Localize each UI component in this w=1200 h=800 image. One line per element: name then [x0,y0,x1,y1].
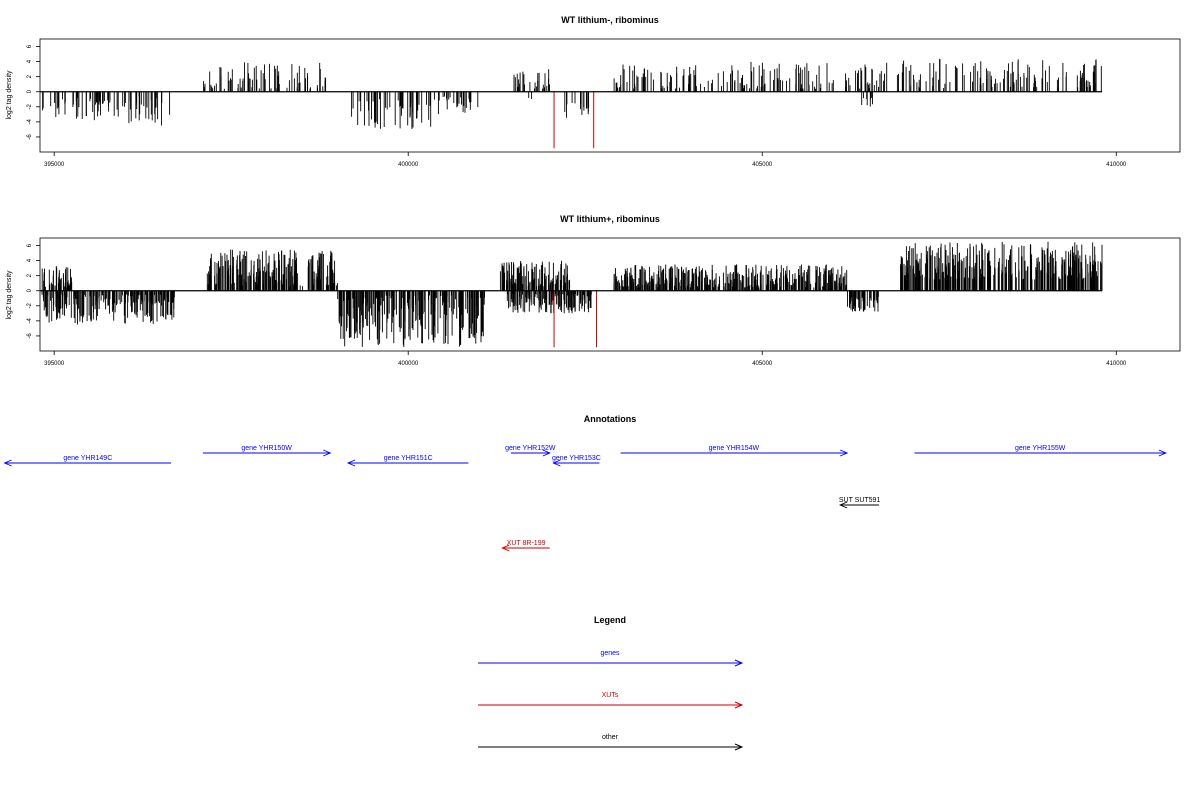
feature-label: gene YHR150W [241,445,292,452]
y-tick-label: -2 [27,302,33,308]
feature-arrowhead [346,459,356,467]
panel-lithium-minus: WT lithium-, ribominus log2 tag density … [6,15,1181,168]
legend: Legend genes XUTs other [478,615,744,751]
legend-label-other: other [602,734,619,741]
y-tick-label: 2 [27,74,33,78]
feature-arrowhead [501,544,510,552]
legend-arrowhead-genes [734,659,744,667]
panel2-xaxis: 395000 400000 405000 410000 [44,351,1127,367]
panel1-yaxis: -6 -4 -2 0 2 4 6 [27,44,40,140]
y-tick-label: 4 [27,59,33,63]
y-tick-label: 2 [27,273,33,277]
x-tick-label: 395000 [44,162,65,168]
y-tick-label: 6 [27,243,33,247]
y-tick-label: 0 [27,288,33,292]
annotation-feature: gene YHR151C [346,455,469,467]
annotation-feature: gene YHR153C [552,455,601,467]
panel2-ylabel: log2 tag density [6,270,13,320]
panel2-bars [41,241,1103,348]
x-tick-label: 410000 [1106,361,1127,367]
x-tick-label: 405000 [752,162,773,168]
legend-label-xuts: XUTs [602,692,619,699]
panel2-yaxis: -6 -4 -2 0 2 4 6 [27,243,40,339]
annotation-feature: gene YHR155W [914,445,1167,457]
feature-arrowhead [542,449,551,457]
legend-arrowhead-other [734,743,744,751]
annotation-feature: XUT 8R-199 [501,540,550,552]
panel2-title: WT lithium+, ribominus [560,214,660,224]
legend-label-genes: genes [600,650,620,657]
x-tick-label: 400000 [398,162,419,168]
annotation-feature: SUT SUT591 [838,497,881,509]
y-tick-label: -2 [27,103,33,109]
x-tick-label: 410000 [1106,162,1127,168]
y-tick-label: -6 [27,134,33,140]
x-tick-label: 405000 [752,361,773,367]
annotation-features: gene YHR149C gene YHR150W gene YHR151C gene… [3,445,1167,552]
feature-arrowhead [3,459,12,467]
feature-label: gene YHR149C [63,455,112,462]
feature-arrowhead [323,449,332,457]
panel1-title: WT lithium-, ribominus [561,15,659,25]
y-tick-label: -4 [27,119,33,125]
feature-arrowhead [1158,449,1167,457]
annotation-feature: gene YHR150W [202,445,332,457]
feature-label: SUT SUT591 [839,497,881,504]
x-tick-label: 400000 [398,361,419,367]
legend-arrowhead-xuts [734,701,744,709]
feature-label: gene YHR151C [384,455,433,462]
feature-label: gene YHR155W [1015,445,1066,452]
panel1-ylabel: log2 tag density [6,70,13,120]
panel2-frame [39,237,1181,352]
feature-arrowhead [840,449,849,457]
annotations-title: Annotations [584,414,637,424]
y-tick-label: 6 [27,44,33,48]
feature-arrowhead [552,459,561,467]
x-tick-label: 395000 [44,361,65,367]
panel1-xaxis: 395000 400000 405000 410000 [44,152,1127,168]
feature-label: gene YHR153C [552,455,601,462]
feature-label: gene YHR152W [505,445,556,452]
feature-arrowhead [838,501,848,509]
panel-lithium-plus: WT lithium+, ribominus log2 tag density … [6,214,1181,367]
y-tick-label: 4 [27,258,33,262]
feature-label: XUT 8R-199 [507,540,546,547]
panel1-bars [42,58,1102,149]
legend-title: Legend [594,615,626,625]
y-tick-label: -4 [27,318,33,324]
annotation-feature: gene YHR154W [620,445,849,457]
annotation-feature: gene YHR152W [505,445,556,457]
y-tick-label: -6 [27,333,33,339]
y-tick-label: 0 [27,89,33,93]
annotation-feature: gene YHR149C [3,455,171,467]
feature-label: gene YHR154W [709,445,760,452]
panel1-frame [39,38,1181,153]
